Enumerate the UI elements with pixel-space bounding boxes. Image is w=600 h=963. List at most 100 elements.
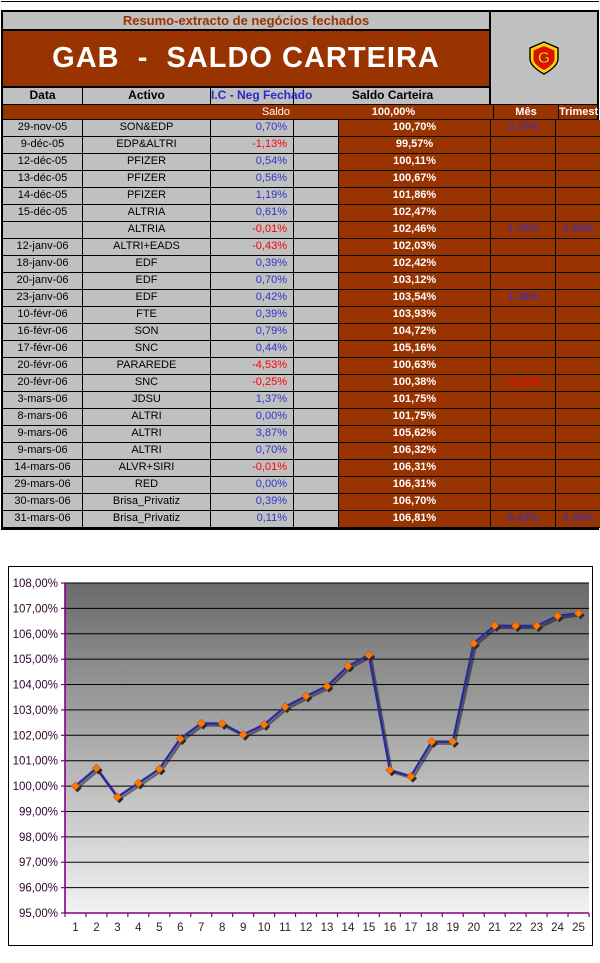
cell-date[interactable]: 30-mars-06 (3, 494, 83, 511)
cell-spacer[interactable] (294, 273, 339, 290)
cell-saldo-value[interactable]: 105,62% (339, 426, 491, 443)
cell-ic-value[interactable]: 0,42% (211, 290, 294, 307)
cell-spacer[interactable] (294, 205, 339, 222)
cell-saldo-value[interactable]: 106,31% (339, 477, 491, 494)
cell-asset[interactable]: Brisa_Privatiz (83, 511, 211, 528)
cell-asset[interactable]: EDF (83, 290, 211, 307)
base-value[interactable]: 100,00% (371, 106, 416, 118)
cell-asset[interactable]: SNC (83, 375, 211, 392)
cell-asset[interactable]: Brisa_Privatiz (83, 494, 211, 511)
cell-spacer[interactable] (294, 358, 339, 375)
cell-ic-value[interactable]: -0,01% (211, 222, 294, 239)
cell-ic-value[interactable]: -0,01% (211, 460, 294, 477)
cell-date[interactable]: 29-nov-05 (3, 120, 83, 137)
cell-quarter-value[interactable] (556, 171, 600, 188)
cell-quarter-value[interactable] (556, 256, 600, 273)
cell-ic-value[interactable]: -0,25% (211, 375, 294, 392)
cell-date[interactable]: 12-déc-05 (3, 154, 83, 171)
cell-month-value[interactable] (491, 358, 556, 375)
cell-date[interactable]: 13-déc-05 (3, 171, 83, 188)
cell-month-value[interactable]: 0,70% (491, 120, 556, 137)
cell-quarter-value[interactable] (556, 477, 600, 494)
cell-ic-value[interactable]: 0,39% (211, 256, 294, 273)
cell-ic-value[interactable]: -0,43% (211, 239, 294, 256)
cell-quarter-value[interactable] (556, 290, 600, 307)
cell-date[interactable]: 8-mars-06 (3, 409, 83, 426)
cell-spacer[interactable] (294, 239, 339, 256)
cell-ic-value[interactable]: 0,00% (211, 409, 294, 426)
portfolio-line-chart[interactable]: 95,00% 96,00% 97,00% 98,00% 99,00% 100,00% 101… (8, 566, 593, 946)
cell-spacer[interactable] (294, 341, 339, 358)
cell-month-value[interactable] (491, 307, 556, 324)
col-header-data[interactable]: Data (3, 88, 83, 104)
cell-month-value[interactable] (491, 494, 556, 511)
cell-month-value[interactable] (491, 205, 556, 222)
cell-quarter-value[interactable] (556, 426, 600, 443)
cell-asset[interactable]: ALVR+SIRI (83, 460, 211, 477)
col-header-saldo-carteira[interactable]: Saldo Carteira (351, 88, 434, 102)
cell-ic-value[interactable]: 3,87% (211, 426, 294, 443)
cell-date[interactable]: 14-mars-06 (3, 460, 83, 477)
cell-month-value[interactable] (491, 324, 556, 341)
cell-asset[interactable]: PFIZER (83, 171, 211, 188)
cell-date[interactable] (3, 222, 83, 239)
cell-ic-value[interactable]: 0,70% (211, 273, 294, 290)
cell-month-value[interactable] (491, 443, 556, 460)
cell-saldo-value[interactable]: 100,38% (339, 375, 491, 392)
cell-quarter-value[interactable] (556, 137, 600, 154)
cell-date[interactable]: 20-janv-06 (3, 273, 83, 290)
cell-quarter-value[interactable] (556, 341, 600, 358)
cell-ic-value[interactable]: 0,56% (211, 171, 294, 188)
cell-quarter-value[interactable]: 2,46% (556, 222, 600, 239)
cell-spacer[interactable] (294, 511, 339, 528)
cell-quarter-value[interactable] (556, 358, 600, 375)
cell-spacer[interactable] (294, 409, 339, 426)
cell-asset[interactable]: EDF (83, 256, 211, 273)
cell-quarter-value[interactable] (556, 120, 600, 137)
cell-month-value[interactable] (491, 341, 556, 358)
col-header-mes[interactable]: Mês (493, 105, 558, 133)
cell-month-value[interactable] (491, 392, 556, 409)
cell-saldo-value[interactable]: 102,47% (339, 205, 491, 222)
cell-spacer[interactable] (294, 171, 339, 188)
cell-date[interactable]: 3-mars-06 (3, 392, 83, 409)
cell-month-value[interactable] (491, 256, 556, 273)
cell-asset[interactable]: EDP&ALTRI (83, 137, 211, 154)
cell-date[interactable]: 31-mars-06 (3, 511, 83, 528)
cell-month-value[interactable]: -3,16% (491, 375, 556, 392)
cell-saldo-value[interactable]: 101,86% (339, 188, 491, 205)
cell-asset[interactable]: JDSU (83, 392, 211, 409)
cell-spacer[interactable] (294, 256, 339, 273)
cell-quarter-value[interactable] (556, 273, 600, 290)
cell-month-value[interactable]: 1,08% (491, 290, 556, 307)
cell-month-value[interactable]: 6,43% (491, 511, 556, 528)
cell-spacer[interactable] (294, 154, 339, 171)
cell-quarter-value[interactable] (556, 188, 600, 205)
cell-ic-value[interactable]: 0,54% (211, 154, 294, 171)
cell-ic-value[interactable]: 1,37% (211, 392, 294, 409)
cell-quarter-value[interactable] (556, 375, 600, 392)
cell-ic-value[interactable]: 0,70% (211, 120, 294, 137)
cell-saldo-value[interactable]: 106,31% (339, 460, 491, 477)
cell-spacer[interactable] (294, 307, 339, 324)
cell-saldo-value[interactable]: 103,54% (339, 290, 491, 307)
cell-ic-value[interactable]: 0,11% (211, 511, 294, 528)
cell-date[interactable]: 16-févr-06 (3, 324, 83, 341)
cell-spacer[interactable] (294, 324, 339, 341)
cell-spacer[interactable] (294, 120, 339, 137)
cell-spacer[interactable] (294, 460, 339, 477)
cell-spacer[interactable] (294, 375, 339, 392)
cell-quarter-value[interactable] (556, 154, 600, 171)
cell-month-value[interactable] (491, 188, 556, 205)
cell-quarter-value[interactable] (556, 443, 600, 460)
cell-ic-value[interactable]: 0,44% (211, 341, 294, 358)
cell-spacer[interactable] (294, 443, 339, 460)
cell-saldo-value[interactable]: 102,46% (339, 222, 491, 239)
cell-quarter-value[interactable] (556, 460, 600, 477)
cell-date[interactable]: 10-févr-06 (3, 307, 83, 324)
cell-date[interactable]: 12-janv-06 (3, 239, 83, 256)
cell-quarter-value[interactable] (556, 205, 600, 222)
col-header-trimestre[interactable]: Trimestre (558, 105, 600, 133)
cell-quarter-value[interactable] (556, 392, 600, 409)
cell-quarter-value[interactable]: 4,35% (556, 511, 600, 528)
